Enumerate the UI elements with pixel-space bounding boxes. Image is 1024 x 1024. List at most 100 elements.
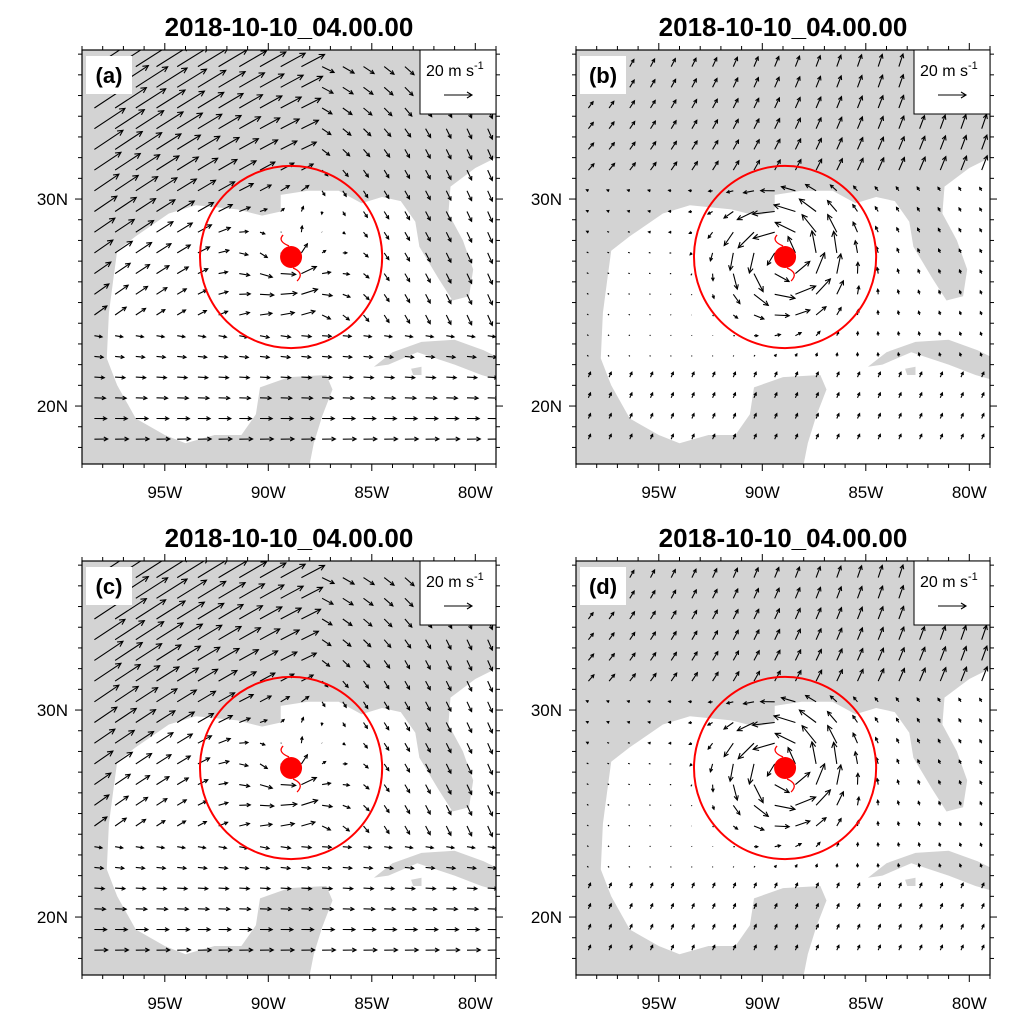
wind-vector — [732, 293, 741, 305]
wind-vector — [856, 371, 861, 378]
wind-vector — [94, 173, 120, 192]
wind-vector — [404, 86, 414, 97]
wind-vector — [919, 923, 923, 930]
x-tick-label: 85W — [354, 994, 389, 1013]
x-tick-label: 90W — [745, 483, 780, 502]
wind-vector — [156, 622, 185, 641]
wind-vector — [114, 306, 128, 316]
wind-vector — [711, 294, 715, 300]
wind-vector — [586, 354, 589, 357]
wind-vector — [321, 249, 327, 254]
wind-vector — [753, 354, 756, 357]
wind-vector — [981, 154, 989, 171]
wind-vector — [218, 845, 228, 850]
wind-vector — [156, 947, 172, 953]
wind-vector — [176, 112, 204, 130]
wind-vector — [856, 626, 864, 640]
wind-vector — [197, 668, 219, 682]
wind-vector — [794, 648, 802, 661]
wind-vector — [446, 395, 459, 401]
wind-vector — [587, 433, 592, 440]
wind-vector — [937, 758, 942, 765]
wind-vector — [445, 128, 452, 140]
wind-vector — [404, 865, 415, 871]
wind-vector — [135, 175, 159, 192]
wind-vector — [115, 375, 127, 380]
wind-vector — [709, 252, 714, 262]
wind-vector — [712, 671, 719, 682]
wind-vector — [446, 436, 461, 442]
wind-vector — [466, 273, 473, 285]
x-tick-label: 90W — [745, 994, 780, 1013]
wind-vector — [239, 649, 260, 661]
wind-vector — [156, 710, 177, 723]
wind-vector — [979, 780, 983, 785]
wind-vector — [836, 95, 843, 109]
wind-vector — [487, 763, 494, 776]
wind-vector — [259, 562, 287, 579]
wind-vector — [487, 927, 496, 932]
hurricane-symbol-icon — [280, 234, 303, 282]
wind-vector — [280, 118, 301, 130]
wind-vector — [753, 608, 760, 620]
wind-vector — [876, 841, 880, 847]
wind-vector — [753, 628, 760, 640]
wind-vector — [239, 206, 252, 213]
wind-vector — [94, 239, 114, 254]
wind-vector — [342, 375, 355, 380]
wind-vector — [836, 944, 840, 951]
wind-vector — [487, 660, 494, 672]
wind-vector — [94, 261, 112, 275]
wind-vector — [445, 742, 452, 754]
wind-vector — [628, 293, 631, 295]
wind-vector — [917, 779, 921, 785]
wind-vector — [877, 53, 884, 67]
wind-vector — [732, 273, 739, 291]
wind-vector — [197, 334, 207, 339]
wind-vector — [259, 906, 273, 912]
wind-vector — [753, 825, 766, 831]
wind-vector — [383, 639, 392, 649]
wind-vector — [177, 865, 188, 871]
wind-vector — [981, 391, 985, 399]
wind-vector — [670, 589, 677, 599]
y-tick-label: 30N — [37, 701, 68, 720]
wind-vector — [979, 842, 983, 847]
wind-vector — [94, 354, 105, 360]
wind-vector — [815, 627, 822, 640]
wind-vector — [728, 252, 734, 272]
panel-title: 2018-10-10_04.00.00 — [659, 12, 908, 42]
wind-vector — [835, 352, 839, 357]
wind-vector — [383, 128, 392, 138]
wind-vector — [712, 118, 719, 129]
wind-vector — [774, 649, 781, 661]
wind-vector — [774, 784, 791, 794]
wind-vector — [877, 626, 885, 640]
wind-vector — [156, 886, 168, 891]
wind-vector — [587, 121, 595, 130]
wind-vector — [322, 844, 333, 850]
wind-vector — [898, 667, 906, 682]
wind-vector — [115, 416, 129, 421]
wind-vector — [177, 927, 191, 932]
wind-vector — [585, 209, 589, 213]
wind-vector — [218, 416, 233, 421]
wind-vector — [197, 179, 217, 192]
wind-vector — [239, 740, 250, 745]
wind-vector — [384, 906, 397, 912]
wind-vector — [135, 730, 155, 744]
wind-vector — [404, 252, 411, 262]
wind-vector — [856, 433, 861, 440]
wind-vector — [94, 129, 125, 150]
wind-vector — [342, 416, 357, 421]
wind-vector — [855, 841, 860, 847]
wind-vector — [626, 189, 631, 193]
wind-vector — [114, 751, 134, 765]
wind-vector — [795, 308, 812, 316]
wind-vector — [342, 436, 358, 442]
wind-vector — [895, 697, 900, 703]
wind-vector — [301, 845, 313, 850]
wind-vector — [239, 763, 250, 768]
wind-vector — [94, 151, 123, 171]
wind-vector — [135, 241, 153, 254]
